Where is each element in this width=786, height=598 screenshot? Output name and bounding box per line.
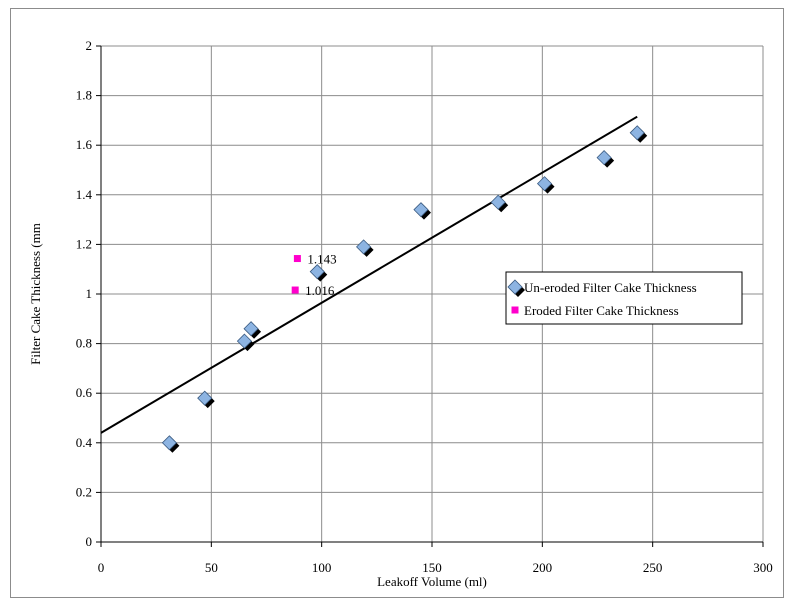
y-tick-label: 1.4 (76, 187, 93, 202)
point-uneroded (236, 333, 252, 349)
point-eroded (293, 255, 301, 263)
x-tick-label: 100 (312, 560, 332, 575)
y-tick-label: 0.2 (76, 484, 92, 499)
x-tick-label: 150 (422, 560, 442, 575)
point-uneroded (413, 202, 429, 218)
trendline (100, 115, 638, 434)
x-tick-label: 300 (753, 560, 773, 575)
legend-label-uneroded: Un-eroded Filter Cake Thickness (524, 280, 697, 295)
point-uneroded (161, 435, 177, 451)
y-axis-title: Filter Cake Thickness (mm (28, 223, 43, 365)
legend-marker-eroded (511, 306, 519, 314)
data-points (161, 125, 648, 453)
y-tick-label: 0.6 (76, 385, 93, 400)
y-tick-label: 1.8 (76, 88, 92, 103)
y-tick-label: 1 (86, 286, 93, 301)
legend-marker-uneroded (507, 279, 525, 297)
point-eroded (291, 286, 299, 294)
y-tick-label: 2 (86, 38, 93, 53)
y-tick-label: 0.8 (76, 336, 92, 351)
point-uneroded (197, 390, 213, 406)
x-tick-label: 200 (533, 560, 553, 575)
point-uneroded (356, 239, 372, 255)
point-uneroded (629, 125, 645, 141)
legend-marker-square (511, 306, 519, 314)
point-uneroded (536, 176, 553, 192)
grid (101, 45, 764, 542)
legend-label-eroded: Eroded Filter Cake Thickness (524, 303, 679, 318)
point-uneroded (490, 194, 506, 210)
y-tick-label: 0.4 (76, 435, 93, 450)
point-uneroded (309, 264, 325, 280)
trendline-group (100, 115, 638, 434)
y-tick-label: 1.2 (76, 236, 92, 251)
y-tick-label: 1.6 (76, 137, 93, 152)
point-uneroded (596, 150, 612, 166)
point-uneroded (243, 321, 259, 337)
x-axis-title: Leakoff Volume (ml) (377, 574, 487, 589)
y-tick-label: 0 (86, 534, 93, 549)
x-tick-label: 250 (643, 560, 663, 575)
legend-marker-diamond (507, 279, 523, 295)
data-label-eroded: 1.016 (305, 283, 335, 298)
legend-box (505, 271, 743, 325)
tick-labels: 0 0.2 0.4 0.6 0.8 1 1.2 1.4 1.6 1.8 2 0 50 100 150 200 2… (76, 38, 773, 575)
data-labels: 1.143 1.016 (305, 252, 336, 298)
legend: Un-eroded Filter Cake Thickness Eroded F… (505, 271, 743, 325)
axes (96, 45, 764, 547)
x-tick-label: 50 (205, 560, 218, 575)
data-label-eroded: 1.143 (307, 252, 336, 267)
x-tick-label: 0 (98, 560, 105, 575)
